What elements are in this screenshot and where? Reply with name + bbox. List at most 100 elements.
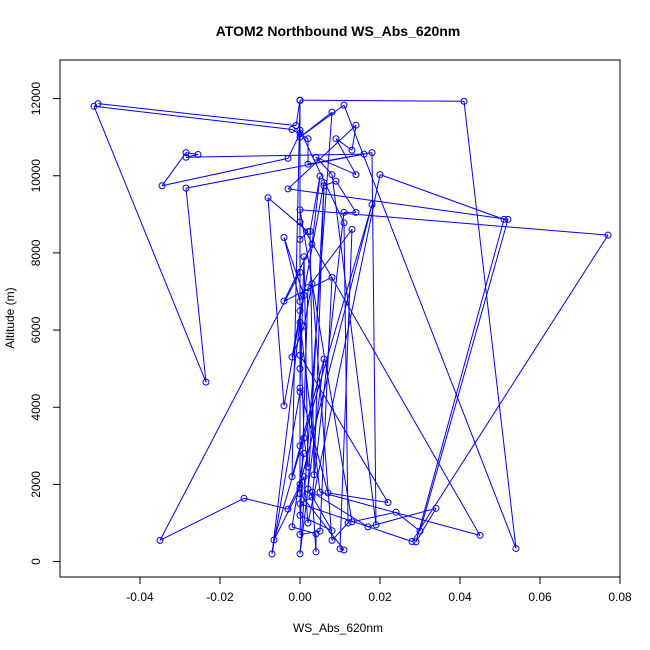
series-segment [335, 180, 357, 213]
data-point [300, 322, 308, 330]
series-segment [463, 101, 517, 549]
data-point [344, 519, 352, 527]
data-point [296, 500, 304, 508]
series-segment [243, 497, 289, 510]
data-point [304, 160, 312, 168]
data-point [320, 355, 328, 363]
data-point [328, 527, 336, 535]
data-point [408, 538, 416, 546]
data-point [264, 194, 272, 202]
series-segment [371, 152, 377, 525]
data-point [240, 494, 248, 502]
series-segment [291, 182, 325, 358]
y-tick-label: 12000 [29, 82, 43, 116]
series-segment [351, 511, 397, 523]
series-segment [287, 124, 357, 190]
data-point [308, 493, 316, 501]
y-tick-label: 8000 [29, 239, 43, 266]
data-point [308, 280, 316, 288]
data-point [296, 206, 304, 214]
series-segment [415, 508, 437, 543]
data-point [392, 508, 400, 516]
data-point [340, 208, 348, 216]
data-point [316, 488, 324, 496]
data-point [368, 201, 376, 209]
data-point [384, 499, 392, 507]
x-tick-label: 0.08 [608, 590, 632, 604]
series-segment [283, 244, 313, 302]
x-tick-label: 0.06 [528, 590, 552, 604]
series-segment [159, 497, 245, 541]
series-segment [307, 229, 353, 288]
data-point [328, 273, 336, 281]
series-segment [283, 237, 305, 296]
data-point [288, 523, 296, 531]
data-point [288, 473, 296, 481]
data-point [316, 172, 324, 180]
data-point [312, 548, 320, 556]
series-segment [313, 182, 325, 475]
series-segment [327, 492, 389, 504]
data-point [296, 550, 304, 558]
data-point [460, 97, 468, 105]
data-point [348, 518, 356, 526]
data-point [376, 171, 384, 179]
series-segment [299, 204, 373, 485]
data-point [296, 268, 304, 276]
y-axis-label: Altitude (m) [3, 287, 17, 348]
series-segment [291, 526, 317, 535]
data-point [500, 215, 508, 223]
data-point [512, 544, 520, 552]
data-point [280, 402, 288, 410]
series-segment [271, 322, 301, 554]
series-segment [315, 156, 357, 176]
series-segment [93, 106, 207, 383]
data-point [340, 101, 348, 109]
data-point [284, 154, 292, 162]
series-segment [185, 153, 365, 158]
data-point [352, 208, 360, 216]
data-point [270, 536, 278, 544]
series-segment [299, 287, 309, 535]
series-segment [339, 229, 353, 549]
data-point [296, 126, 304, 134]
y-tick-label: 4000 [29, 394, 43, 421]
series-segment [419, 219, 509, 532]
series-segment [367, 507, 437, 528]
data-point [320, 179, 328, 187]
data-point [296, 129, 304, 137]
series-segment [335, 138, 357, 175]
series-segment [307, 174, 381, 524]
series-segment [299, 111, 333, 138]
data-point [352, 171, 360, 179]
data-point [476, 531, 484, 539]
series-segment [159, 271, 301, 541]
data-point [340, 546, 348, 554]
series-segment [331, 174, 377, 525]
series-segment [267, 197, 309, 233]
series-segment [299, 130, 345, 224]
data-point [300, 473, 308, 481]
series-segment [311, 491, 369, 528]
data-point [292, 122, 300, 130]
x-axis: -0.04 -0.02 0.00 0.02 0.04 0.06 0.08 [126, 577, 632, 604]
data-point [284, 505, 292, 513]
data-point [156, 536, 164, 544]
series-segment [311, 283, 333, 541]
data-point [332, 177, 340, 185]
series-segment [299, 503, 413, 542]
data-point [296, 480, 304, 488]
data-point [280, 233, 288, 241]
y-tick-label: 6000 [29, 316, 43, 343]
data-point [312, 153, 320, 161]
series-segment [351, 125, 357, 151]
data-point [348, 146, 356, 154]
data-point [296, 365, 304, 373]
series-segment [267, 197, 285, 406]
series-segment [395, 511, 421, 532]
x-tick-label: 0.02 [368, 590, 392, 604]
data-point [296, 384, 304, 392]
series-segment [271, 391, 301, 554]
series-segment [97, 103, 297, 127]
